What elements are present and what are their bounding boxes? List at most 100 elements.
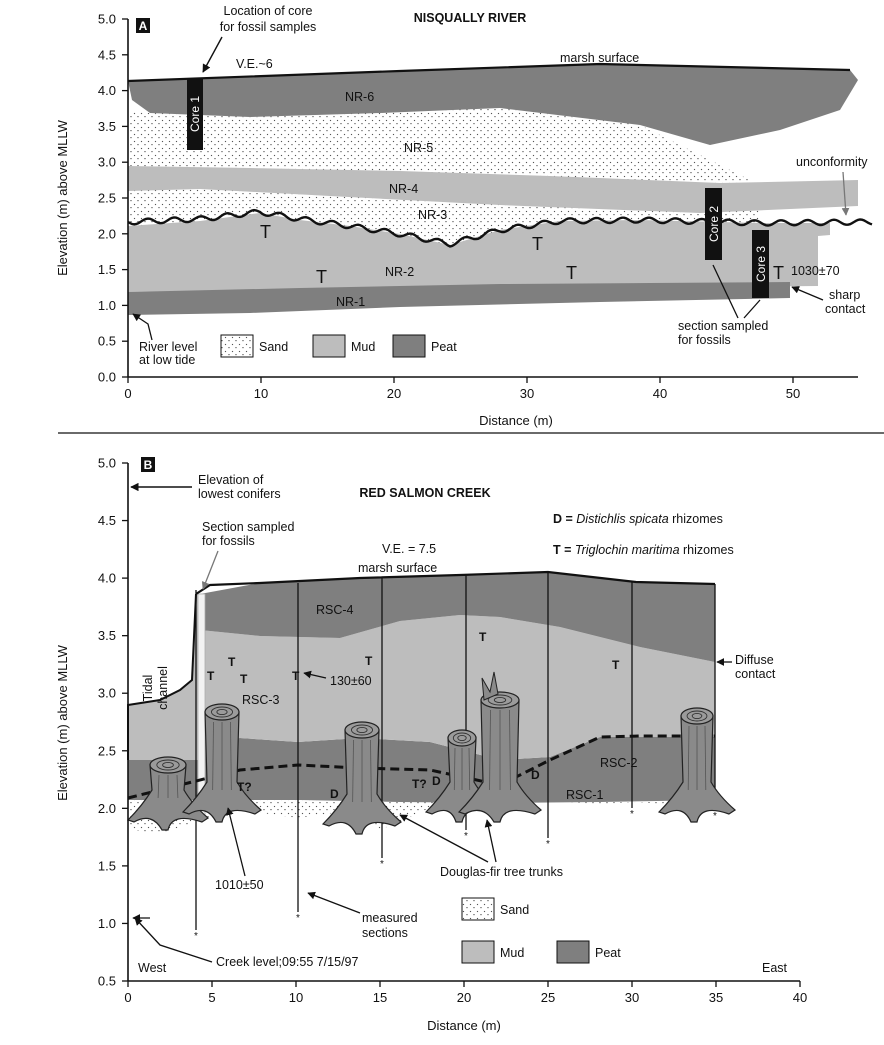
trunks-arrow-1 xyxy=(399,814,489,863)
tidal-channel-2: channel xyxy=(156,666,170,710)
d-mark-1: D xyxy=(330,787,339,801)
t-q-mark-1: T? xyxy=(237,780,252,794)
panel-b-xtick-label: 0 xyxy=(124,990,131,1005)
sharp-contact-arrow xyxy=(791,286,824,301)
panel-a-xtick-label: 50 xyxy=(786,386,800,401)
section-asterisk: * xyxy=(713,811,717,822)
panel-a-xtick-label: 10 xyxy=(254,386,268,401)
panel-a-ytick-label: 4.0 xyxy=(98,83,116,98)
t-mark-b1: T xyxy=(207,669,215,683)
section-asterisk: * xyxy=(464,831,468,842)
panel-a-ytick-label: 2.5 xyxy=(98,191,116,206)
panel-a-ytick-label: 3.5 xyxy=(98,119,116,134)
rsc-2: RSC-2 xyxy=(600,756,638,770)
panel-b-ytick-label: 0.5 xyxy=(98,974,116,989)
ve-b: V.E. = 7.5 xyxy=(382,542,436,556)
legend-a-mud-swatch xyxy=(312,334,346,358)
diffuse-contact-1: Diffuse xyxy=(735,653,774,667)
panel-b-title: RED SALMON CREEK xyxy=(359,486,490,500)
panel-a-ytick-label: 4.5 xyxy=(98,47,116,62)
nr-6: NR-6 xyxy=(345,90,374,104)
broken-trunk-spike xyxy=(481,671,499,701)
panel-b-ytick-label: 2.0 xyxy=(98,801,116,816)
section-sampled-a1: section sampled xyxy=(678,319,768,333)
core-location-line1: Location of core xyxy=(224,4,313,18)
panel-b: * * * * * * * 0.5 1.0 1.5 2.0 2.5 3.0 3.5 4.0 4.5 5.0 0… xyxy=(55,456,807,1034)
sharp-contact-2: contact xyxy=(825,302,866,316)
creek-level-arrow xyxy=(134,917,213,963)
conifers-1: Elevation of xyxy=(198,473,264,487)
measured-2: sections xyxy=(362,926,408,940)
legend-b-mud: Mud xyxy=(500,946,524,960)
t-mark-b5: T xyxy=(365,654,373,668)
t-mark-a5: T xyxy=(773,263,784,283)
t-mark-a1: T xyxy=(260,222,271,242)
core-2 xyxy=(705,188,722,260)
panel-a-title: NISQUALLY RIVER xyxy=(414,11,527,25)
section-sampled-b-arrow xyxy=(201,550,219,590)
panel-a-xtick-label: 40 xyxy=(653,386,667,401)
section-sampled-b2: for fossils xyxy=(202,534,255,548)
t-mark-b7: T xyxy=(612,658,620,672)
age-1010: 1010±50 xyxy=(215,878,264,892)
tidal-channel-bank xyxy=(128,594,204,760)
t-mark-b3: T xyxy=(240,672,248,686)
marsh-surface-a-label: marsh surface xyxy=(560,51,639,65)
panel-a-ytick-label: 1.0 xyxy=(98,298,116,313)
panel-a-ytick-label: 3.0 xyxy=(98,155,116,170)
nr-1: NR-1 xyxy=(336,295,365,309)
legend-b-peat: Peat xyxy=(595,946,621,960)
panel-b-ytick-label: 1.0 xyxy=(98,916,116,931)
panel-b-xtick-label: 10 xyxy=(289,990,303,1005)
conifers-2: lowest conifers xyxy=(198,487,281,501)
section-sampled-a2: for fossils xyxy=(678,333,731,347)
section-asterisk: * xyxy=(546,839,550,850)
section-asterisk: * xyxy=(380,859,384,870)
ve-a: V.E.~6 xyxy=(236,57,273,71)
rsc-3: RSC-3 xyxy=(242,693,280,707)
d-definition: D = Distichlis spicata rhizomes xyxy=(553,512,723,526)
panel-b-ytick-label: 3.5 xyxy=(98,628,116,643)
core-location-line2: for fossil samples xyxy=(220,20,317,34)
rsc-1: RSC-1 xyxy=(566,788,604,802)
panel-a-ytick-label: 0.0 xyxy=(98,370,116,385)
tree-stump xyxy=(657,707,736,823)
panel-b-ylabel: Elevation (m) above MLLW xyxy=(55,644,70,801)
marsh-surface-b xyxy=(195,570,716,595)
panel-b-xtick-label: 35 xyxy=(709,990,723,1005)
core-3-label: Core 3 xyxy=(754,246,768,282)
panel-b-ytick-label: 1.5 xyxy=(98,858,116,873)
d-mark-3: D xyxy=(531,768,540,782)
panel-b-xtick-label: 5 xyxy=(208,990,215,1005)
panel-a-xtick-label: 30 xyxy=(520,386,534,401)
unconformity-line xyxy=(127,208,873,248)
panel-a-letter-box xyxy=(136,18,150,33)
panel-b-xtick-label: 20 xyxy=(457,990,471,1005)
nr6-peat xyxy=(128,64,858,145)
core-1-label: Core 1 xyxy=(188,96,202,132)
panel-b-ytick-label: 2.5 xyxy=(98,743,116,758)
trunks-arrow-2 xyxy=(484,819,497,863)
t-mark-b6: T xyxy=(479,630,487,644)
panel-a: Core 1 Core 2 Core 3 0.0 0.5 1.0 1.5 2.0 2.5 3… xyxy=(55,4,873,428)
t-mark-b2: T xyxy=(228,655,236,669)
creek-level: Creek level;09:55 7/15/97 xyxy=(216,955,359,969)
t-definition: T = Triglochin maritima rhizomes xyxy=(553,543,734,557)
nr-2: NR-2 xyxy=(385,265,414,279)
trunks-label: Douglas-fir tree trunks xyxy=(440,865,563,879)
t-mark-a4: T xyxy=(566,263,577,283)
tidal-channel-1: Tidal xyxy=(141,675,155,702)
panel-a-xtick-label: 0 xyxy=(124,386,131,401)
age-1010-arrow xyxy=(225,807,246,877)
panel-b-ytick-label: 5.0 xyxy=(98,456,116,471)
legend-a-peat-swatch xyxy=(392,334,426,358)
tree-stump xyxy=(321,721,402,835)
nr-3: NR-3 xyxy=(418,208,447,222)
rsc3-mud xyxy=(128,615,715,760)
panel-a-xtick-label: 20 xyxy=(387,386,401,401)
unconformity-arrow xyxy=(841,171,850,216)
tree-stump xyxy=(181,703,262,823)
section-asterisk: * xyxy=(630,809,634,820)
nr-4: NR-4 xyxy=(389,182,418,196)
